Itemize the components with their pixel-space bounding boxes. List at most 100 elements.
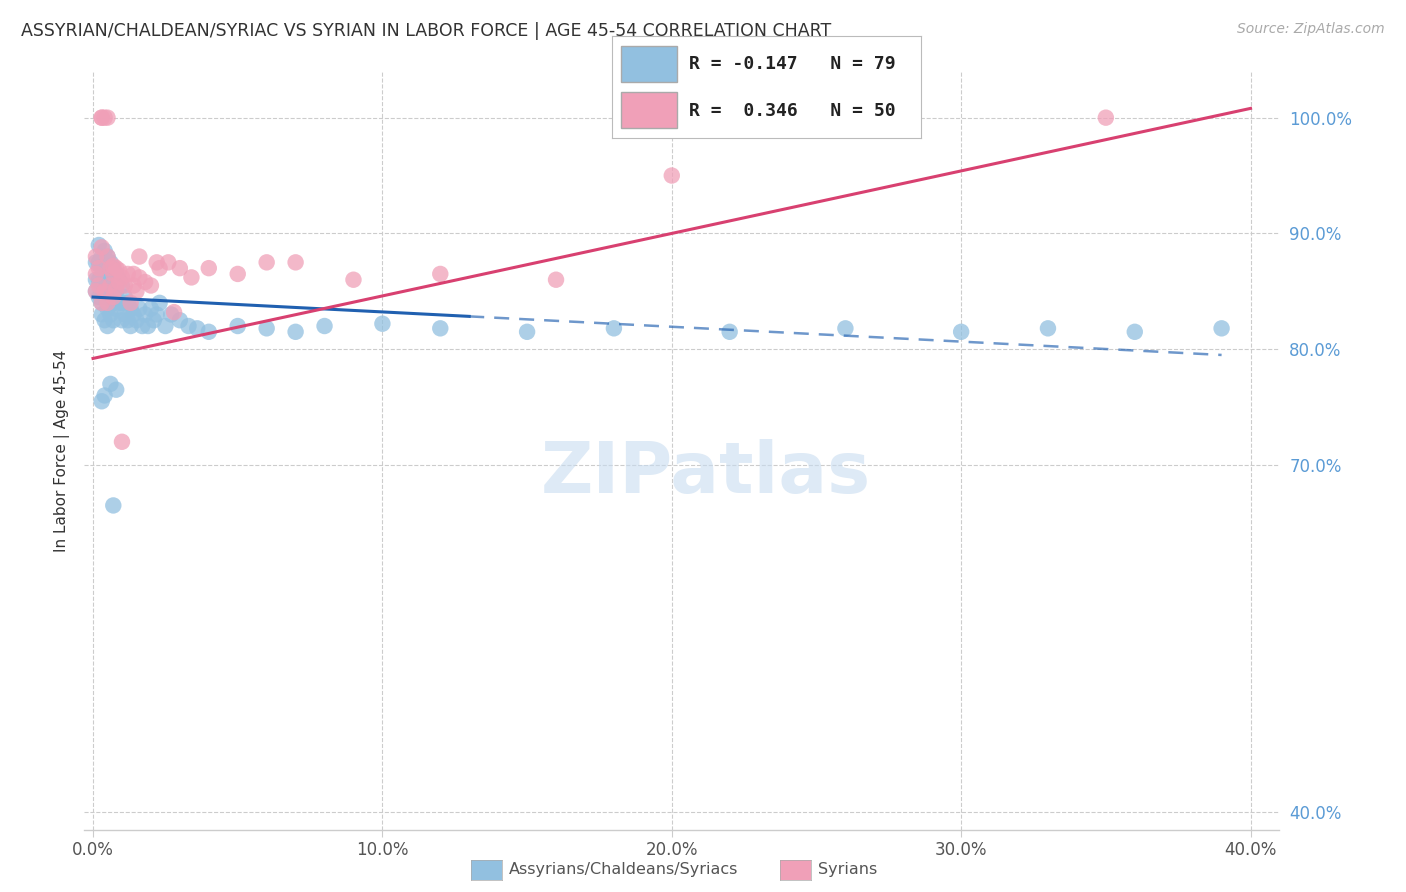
Point — [103, 296, 125, 310]
Point — [96, 250, 118, 264]
Point — [120, 301, 142, 316]
Point — [87, 261, 110, 276]
Point — [163, 305, 186, 319]
Point — [136, 318, 159, 333]
Point — [125, 285, 148, 299]
Point — [125, 313, 148, 327]
Text: Syrians: Syrians — [818, 863, 877, 877]
Point — [516, 325, 538, 339]
Point — [108, 273, 131, 287]
Point — [371, 317, 394, 331]
Point — [93, 313, 115, 327]
Text: ASSYRIAN/CHALDEAN/SYRIAC VS SYRIAN IN LABOR FORCE | AGE 45-54 CORRELATION CHART: ASSYRIAN/CHALDEAN/SYRIAC VS SYRIAN IN LA… — [21, 22, 831, 40]
Point — [603, 321, 626, 335]
Point — [93, 244, 115, 258]
Point — [100, 290, 122, 304]
Point — [84, 285, 107, 299]
Point — [284, 255, 307, 269]
Point — [718, 325, 741, 339]
Point — [103, 313, 125, 327]
Point — [90, 261, 112, 276]
Point — [134, 275, 156, 289]
Point — [108, 263, 131, 277]
Point — [87, 273, 110, 287]
Point — [197, 261, 219, 276]
Point — [84, 250, 107, 264]
Point — [93, 273, 115, 287]
Point — [96, 250, 118, 264]
Point — [103, 290, 125, 304]
Point — [1211, 321, 1233, 335]
Text: ZIPatlas: ZIPatlas — [541, 439, 870, 508]
Point — [122, 267, 145, 281]
Point — [314, 318, 336, 333]
Point — [128, 250, 150, 264]
Point — [100, 273, 122, 287]
Point — [226, 267, 249, 281]
Point — [544, 273, 567, 287]
Bar — [621, 92, 676, 128]
Point — [87, 238, 110, 252]
Point — [93, 285, 115, 299]
Point — [84, 267, 107, 281]
Point — [1036, 321, 1059, 335]
Point — [834, 321, 856, 335]
Point — [117, 267, 139, 281]
Point — [96, 285, 118, 299]
Point — [108, 275, 131, 289]
Point — [103, 259, 125, 273]
Point — [103, 278, 125, 293]
Text: Assyrians/Chaldeans/Syriacs: Assyrians/Chaldeans/Syriacs — [509, 863, 738, 877]
Point — [169, 261, 191, 276]
Point — [90, 296, 112, 310]
Point — [120, 296, 142, 310]
Point — [145, 255, 167, 269]
Point — [100, 255, 122, 269]
Point — [120, 318, 142, 333]
Point — [90, 250, 112, 264]
Point — [90, 111, 112, 125]
Point — [105, 301, 128, 316]
Point — [429, 267, 451, 281]
Point — [93, 388, 115, 402]
Point — [93, 290, 115, 304]
Point — [256, 321, 278, 335]
Point — [96, 318, 118, 333]
Point — [142, 313, 165, 327]
Point — [90, 240, 112, 254]
Point — [90, 308, 112, 322]
Point — [284, 325, 307, 339]
Point — [128, 270, 150, 285]
Point — [149, 296, 172, 310]
Point — [93, 111, 115, 125]
Point — [111, 296, 134, 310]
Point — [105, 282, 128, 296]
Point — [111, 313, 134, 327]
Point — [169, 313, 191, 327]
Point — [100, 261, 122, 276]
Point — [90, 296, 112, 310]
Point — [87, 278, 110, 293]
Point — [155, 318, 177, 333]
Point — [429, 321, 451, 335]
Point — [131, 318, 153, 333]
Point — [105, 267, 128, 281]
Point — [111, 278, 134, 293]
Point — [134, 308, 156, 322]
Point — [1123, 325, 1146, 339]
Point — [157, 255, 180, 269]
Point — [111, 270, 134, 285]
Point — [100, 278, 122, 293]
Point — [103, 499, 125, 513]
Point — [84, 255, 107, 269]
Point — [145, 308, 167, 322]
Point — [197, 325, 219, 339]
Point — [139, 278, 162, 293]
Point — [256, 255, 278, 269]
Point — [186, 321, 208, 335]
Point — [90, 111, 112, 125]
Point — [180, 270, 202, 285]
Text: R = -0.147   N = 79: R = -0.147 N = 79 — [689, 55, 896, 73]
Point — [87, 255, 110, 269]
Point — [117, 313, 139, 327]
